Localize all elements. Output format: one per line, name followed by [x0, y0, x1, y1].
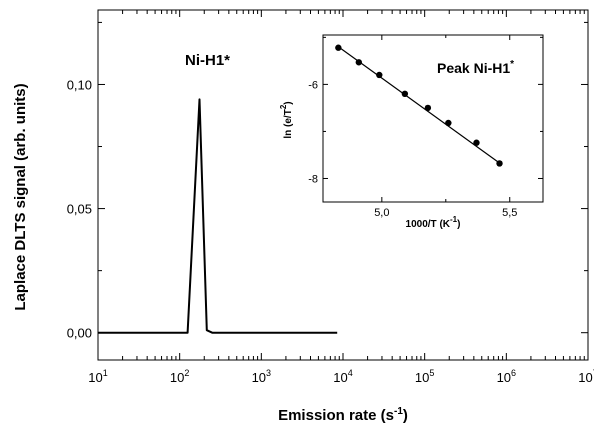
arrhenius-data-point: [376, 71, 383, 79]
main-chart: 101 102 103 104 105 106 107 0,00 0,05 0,10 Ni-H1*…: [12, 9, 594, 424]
arrhenius-data-point: [445, 119, 452, 127]
y-axis-title: Laplace DLTS signal (arb. units): [12, 83, 29, 310]
x-tick-label: 107: [578, 368, 594, 385]
inset-x-tick-label: 5,0: [374, 207, 389, 219]
arrhenius-data-point: [424, 104, 432, 112]
y-tick-label: 0,05: [67, 202, 92, 217]
arrhenius-data-point: [496, 160, 503, 167]
inset-x-axis-title: 1000/T (K-1): [406, 215, 461, 230]
inset-tick-labels: 5,0 5,5 -6 -8: [308, 79, 517, 219]
x-tick-label: 104: [333, 368, 352, 385]
x-tick-label: 105: [415, 368, 434, 385]
inset-y-axis-title: ln (e/T2): [279, 101, 294, 138]
laplace-dlts-spectrum-line: [98, 98, 338, 334]
x-tick-label: 106: [497, 368, 516, 385]
x-axis-title: Emission rate (s-1): [278, 406, 408, 424]
x-tick-label: 101: [88, 368, 107, 385]
inset-y-tick-label: -8: [308, 173, 318, 185]
inset-chart: 5,0 5,5 -6 -8 Peak Ni-H1* 1000/T (K-1) ln (…: [279, 34, 544, 230]
inset-y-tick-label: -6: [308, 79, 318, 91]
arrhenius-data-point: [473, 139, 480, 146]
arrhenius-data-point: [355, 59, 363, 66]
x-tick-label: 102: [170, 368, 189, 385]
y-tick-label: 0,10: [67, 77, 92, 92]
x-tick-label: 103: [252, 368, 271, 385]
inset-title: Peak Ni-H1*: [437, 59, 514, 76]
peak-annotation: Ni-H1*: [185, 52, 230, 69]
main-series: [98, 98, 338, 334]
inset-series: [335, 44, 503, 167]
main-ticks: [97, 10, 589, 360]
inset-ticks: [323, 35, 543, 202]
y-tick-label: 0,00: [67, 326, 92, 341]
arrhenius-data-point: [401, 90, 409, 98]
arrhenius-data-point: [335, 44, 342, 51]
inset-x-tick-label: 5,5: [502, 207, 517, 219]
main-tick-labels: 101 102 103 104 105 106 107 0,00 0,05 0,10: [67, 77, 594, 385]
